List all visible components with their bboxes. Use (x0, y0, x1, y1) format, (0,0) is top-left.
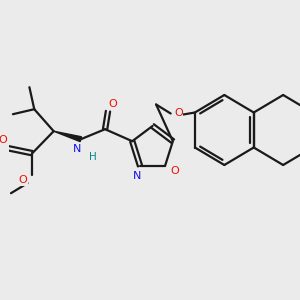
Text: N: N (73, 144, 81, 154)
Text: O: O (174, 109, 183, 118)
Text: O: O (170, 166, 179, 176)
Text: H: H (88, 152, 96, 162)
Text: O: O (109, 99, 117, 109)
Text: N: N (133, 171, 141, 181)
Text: O: O (0, 135, 8, 145)
Text: O: O (18, 175, 27, 185)
Polygon shape (54, 131, 82, 142)
